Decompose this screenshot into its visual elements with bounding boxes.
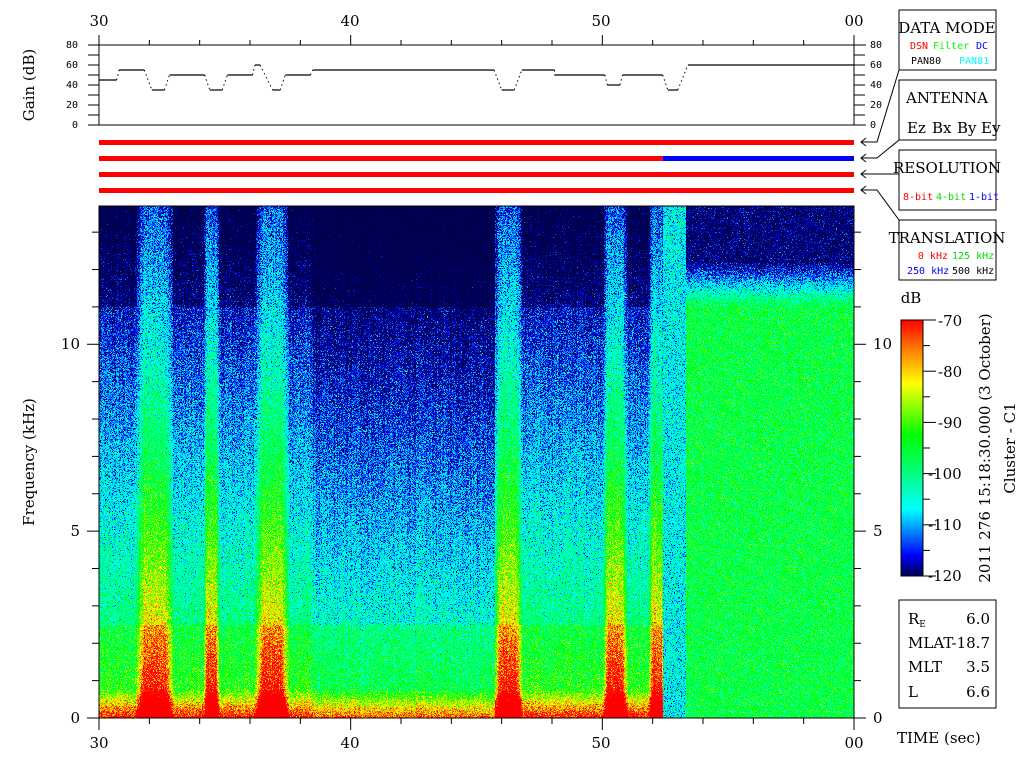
legend-item: By bbox=[957, 119, 977, 137]
colorbar-tick-label: -70 bbox=[938, 312, 962, 330]
gain-tick-label: 60 bbox=[66, 60, 78, 71]
gain-tick-label: 80 bbox=[870, 40, 882, 51]
orbit-label: MLAT bbox=[908, 634, 953, 652]
y-tick-label: 10 bbox=[61, 335, 80, 353]
gain-transition bbox=[677, 64, 689, 91]
colorbar-tick-label: -100 bbox=[928, 465, 962, 483]
colorbar-tick-label: -120 bbox=[928, 567, 962, 585]
gain-tick-label: 40 bbox=[66, 80, 78, 91]
gain-transition bbox=[163, 74, 170, 91]
gain-transition bbox=[204, 74, 211, 91]
orbit-value: 6.6 bbox=[966, 683, 990, 701]
frequency-axis-label: Frequency (kHz) bbox=[20, 398, 38, 526]
top-x-tick-label: 40 bbox=[340, 12, 359, 30]
legend-data-mode: DATA MODE DSN Filter DC PAN80 PAN81 bbox=[898, 9, 997, 71]
legend-title: DATA MODE bbox=[898, 19, 995, 37]
gain-plot: 80 60 40 20 0 80 60 40 20 0 Gain (dB) bbox=[20, 35, 882, 131]
legend-item: PAN81 bbox=[959, 56, 989, 67]
gain-axis-label: Gain (dB) bbox=[20, 49, 38, 121]
x-tick-label: 30 bbox=[89, 734, 108, 752]
gain-tick-label: 0 bbox=[72, 120, 78, 131]
gain-transition bbox=[143, 69, 153, 91]
gain-tick-label: 60 bbox=[870, 60, 882, 71]
gain-tick-label: 40 bbox=[870, 80, 882, 91]
colorbar-tick-label: -110 bbox=[928, 516, 962, 534]
gain-transition bbox=[493, 69, 503, 91]
legend-item: Ey bbox=[981, 119, 1001, 137]
gain-transition bbox=[604, 74, 608, 86]
legend-connectors bbox=[860, 69, 900, 221]
gain-tick-label: 20 bbox=[66, 100, 78, 111]
legend-title: TRANSLATION bbox=[889, 229, 1006, 247]
status-bar-resolution bbox=[99, 172, 854, 177]
gain-transition bbox=[662, 74, 669, 91]
legend-title: ANTENNA bbox=[905, 89, 988, 107]
legend-item: Bx bbox=[932, 119, 952, 137]
legend-item: PAN80 bbox=[911, 56, 941, 67]
status-bar-antenna bbox=[662, 156, 854, 161]
y-tick-label: 0 bbox=[70, 709, 80, 727]
x-tick-label: 50 bbox=[591, 734, 610, 752]
top-x-tick-label: 30 bbox=[89, 12, 108, 30]
y-tick-label: 5 bbox=[70, 522, 80, 540]
gain-transition bbox=[252, 64, 256, 76]
status-bar-data-mode bbox=[99, 140, 854, 145]
status-bars bbox=[99, 140, 854, 193]
colorbar-ticks bbox=[923, 319, 936, 577]
legend-item: DC bbox=[976, 41, 988, 52]
legend-item: 250 kHz bbox=[907, 266, 949, 277]
orbit-value: 3.5 bbox=[966, 658, 990, 676]
gain-transition bbox=[619, 74, 623, 86]
status-bar-translation bbox=[99, 188, 854, 193]
colorbar bbox=[900, 319, 924, 577]
spectrogram-axes bbox=[87, 205, 866, 730]
y-tick-label: 10 bbox=[873, 335, 892, 353]
datetime-caption: 2011 276 15:18:30.000 (3 October) bbox=[976, 313, 994, 582]
time-axis-label: TIME (sec) bbox=[897, 729, 981, 747]
orbit-label: L bbox=[908, 683, 918, 701]
gain-tick-label: 80 bbox=[66, 40, 78, 51]
gain-tick-label: 20 bbox=[870, 100, 882, 111]
legend-antenna: ANTENNA Ez Bx By Ey bbox=[898, 79, 1001, 141]
spectrogram-heatmap bbox=[99, 206, 854, 718]
top-x-tick-label: 50 bbox=[591, 12, 610, 30]
legend-item: 4-bit bbox=[936, 192, 966, 203]
legend-item: DSN bbox=[910, 41, 928, 52]
legend-item: 0 kHz bbox=[918, 251, 948, 262]
legend-title: RESOLUTION bbox=[893, 159, 1001, 177]
spacecraft-caption: Cluster - C1 bbox=[1001, 402, 1019, 493]
legend-translation: TRANSLATION 0 kHz 125 kHz 250 kHz 500 kH… bbox=[889, 219, 1006, 281]
gain-transition bbox=[221, 74, 228, 91]
gain-transition bbox=[513, 69, 523, 91]
legend-item: 1-bit bbox=[969, 192, 999, 203]
legend-item: 125 kHz bbox=[952, 251, 994, 262]
legend-item: 500 kHz bbox=[952, 266, 994, 277]
orbit-info-box: RE 6.0 MLAT -18.7 MLT 3.5 L 6.6 bbox=[898, 599, 997, 709]
orbit-label: RE bbox=[908, 610, 926, 630]
legend-item: 8-bit bbox=[903, 192, 933, 203]
orbit-value: 6.0 bbox=[966, 610, 990, 628]
spectrogram-frame bbox=[98, 205, 855, 719]
colorbar-tick-label: -80 bbox=[938, 363, 962, 381]
gain-transition bbox=[116, 69, 120, 81]
legend-item: Ez bbox=[907, 119, 926, 137]
x-tick-label: 40 bbox=[340, 734, 359, 752]
gain-tick-label: 0 bbox=[870, 120, 876, 131]
colorbar-label: dB bbox=[901, 289, 922, 307]
legend-resolution: RESOLUTION 8-bit 4-bit 1-bit bbox=[893, 149, 1001, 211]
legend-item: Filter bbox=[933, 41, 969, 52]
y-tick-label: 5 bbox=[873, 522, 883, 540]
top-x-tick-label: 00 bbox=[844, 12, 863, 30]
gain-transition bbox=[309, 69, 314, 76]
colorbar-tick-label: -90 bbox=[938, 414, 962, 432]
y-tick-label: 0 bbox=[873, 709, 883, 727]
gain-transition bbox=[279, 74, 286, 91]
orbit-value: -18.7 bbox=[952, 634, 990, 652]
status-bar-antenna bbox=[99, 156, 663, 161]
x-tick-label: 00 bbox=[844, 734, 863, 752]
gain-transition bbox=[259, 64, 274, 91]
orbit-label: MLT bbox=[908, 658, 942, 676]
